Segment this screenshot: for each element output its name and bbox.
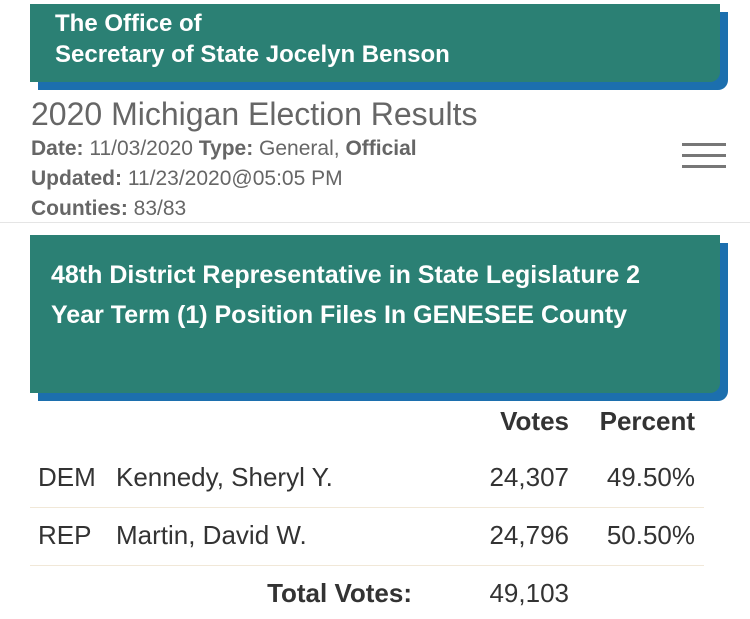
- total-votes: 49,103: [489, 578, 569, 608]
- meta-line: Updated: 11/23/2020@05:05 PM: [31, 167, 343, 191]
- divider: [0, 222, 750, 223]
- percent: 49.50%: [606, 462, 695, 492]
- value: General,: [259, 137, 340, 160]
- menu-bar: [682, 154, 726, 157]
- label: Counties:: [31, 197, 128, 220]
- menu-bar: [682, 143, 726, 146]
- page-title: 2020 Michigan Election Results: [31, 96, 478, 132]
- percent: 50.50%: [606, 520, 695, 550]
- header-line: The Office of: [55, 10, 202, 37]
- candidate: Kennedy, Sheryl Y.: [116, 462, 333, 492]
- meta-line: Counties: 83/83: [31, 197, 186, 221]
- party: REP: [38, 520, 92, 550]
- value: 11/03/2020: [89, 137, 193, 160]
- row-divider: [30, 507, 704, 508]
- menu-bar: [682, 165, 726, 168]
- label: Type:: [198, 137, 254, 160]
- label: Updated:: [31, 167, 122, 190]
- value: 11/23/2020@05:05 PM: [127, 167, 343, 190]
- row-divider: [30, 565, 704, 566]
- header-line: Secretary of State Jocelyn Benson: [55, 41, 450, 68]
- value: 83/83: [133, 197, 187, 220]
- label: Date:: [31, 137, 84, 160]
- meta-line: Date: 11/03/2020 Type: General, Official: [31, 137, 417, 161]
- column-header: Votes: [500, 406, 569, 436]
- race-banner: 48th District Representative in State Le…: [30, 235, 720, 393]
- column-header: Percent: [599, 406, 695, 436]
- menu-button[interactable]: [676, 136, 732, 174]
- votes: 24,307: [489, 462, 569, 492]
- votes: 24,796: [489, 520, 569, 550]
- candidate: Martin, David W.: [116, 520, 307, 550]
- race-title: 48th District Representative in State Le…: [51, 261, 641, 329]
- status: Official: [345, 137, 417, 160]
- party: DEM: [38, 462, 96, 492]
- header-banner: The Office of Secretary of State Jocelyn…: [30, 4, 720, 82]
- total-label: Total Votes:: [267, 578, 412, 608]
